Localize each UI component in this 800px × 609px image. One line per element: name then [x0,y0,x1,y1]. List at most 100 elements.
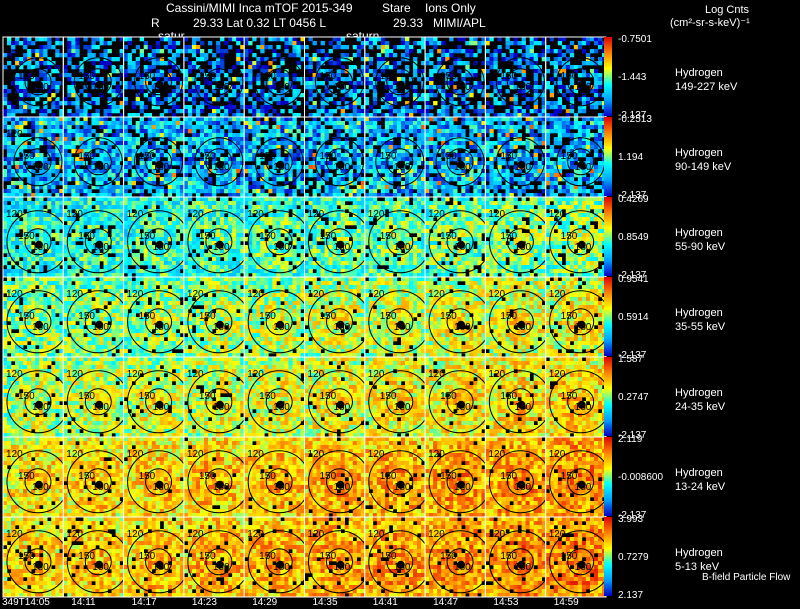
pixel-cell [31,181,36,186]
pixel-cell [252,141,257,146]
pixel-cell [103,205,108,210]
pixel-cell [256,117,261,122]
pixel-cell [59,141,64,146]
pixel-cell [557,101,563,106]
pixel-cell [43,85,48,90]
pixel-cell [232,169,237,174]
pixel-cell [292,161,297,166]
pixel-cell [11,245,16,250]
pixel-cell [183,169,189,174]
pixel-cell [316,169,321,174]
pixel-cell [87,165,92,170]
pixel-cell [276,145,281,150]
pixel-cell [51,117,56,122]
pixel-cell [405,93,410,98]
pixel-cell [296,165,301,170]
pixel-cell [585,73,591,78]
pixel-cell [111,57,116,62]
pixel-cell [19,117,24,122]
pixel-cell [409,49,414,54]
pixel-cell [525,85,530,90]
contour-label-150: 150 [78,231,95,242]
pixel-cell [55,197,60,202]
pixel-cell [473,185,478,190]
pixel-cell [320,137,325,142]
pixel-cell [59,125,64,130]
pixel-cell [115,205,120,210]
pixel-cell [433,101,438,106]
pixel-cell [533,73,538,78]
pixel-cell [509,113,514,118]
pixel-cell [43,121,48,126]
pixel-cell [195,113,201,118]
pixel-cell [264,145,269,150]
pixel-cell [553,73,559,78]
pixel-cell [425,93,430,98]
pixel-cell [187,97,193,102]
pixel-cell [159,57,165,62]
pixel-cell [123,37,128,42]
pixel-cell [340,113,345,118]
pixel-cell [260,113,265,118]
pixel-cell [561,133,567,138]
pixel-cell [380,113,386,118]
pixel-cell [489,61,494,66]
pixel-cell [517,77,522,82]
pixel-cell [545,161,551,166]
pixel-cell [256,193,261,198]
pixel-cell [208,105,213,110]
pixel-cell [79,189,84,194]
pixel-cell [183,125,189,130]
pixel-cell [71,197,76,202]
pixel-cell [55,137,60,142]
pixel-cell [372,93,378,98]
pixel-cell [545,169,551,174]
pixel-cell [276,157,281,162]
pixel-cell [31,213,36,218]
pixel-cell [175,197,181,202]
pixel-cell [429,137,434,142]
pixel-cell [143,125,149,130]
pixel-cell [175,233,181,238]
pixel-cell [63,245,68,250]
pixel-cell [95,193,100,198]
pixel-cell [244,105,249,110]
pixel-cell [296,89,301,94]
pixel-cell [497,117,502,122]
pixel-cell [529,173,534,178]
pixel-cell [252,61,257,66]
pixel-cell [115,121,120,126]
pixel-cell [457,113,462,118]
pixel-cell [103,161,108,166]
pixel-cell [308,105,313,110]
pixel-cell [51,121,56,126]
contour-inner [506,68,534,96]
pixel-cell [453,85,458,90]
pixel-cell [195,165,201,170]
pixel-cell [308,129,313,134]
pixel-cell [31,93,36,98]
pixel-cell [429,49,434,54]
pixel-cell [537,69,542,74]
pixel-cell [312,157,317,162]
colorbar [604,37,612,116]
pixel-cell [183,81,189,86]
pixel-cell [135,201,140,206]
pixel-cell [505,113,510,118]
pixel-cell [31,121,36,126]
pixel-cell [175,221,181,226]
pixel-cell [123,73,128,78]
pixel-cell [139,37,144,42]
pixel-cell [541,113,546,118]
pixel-cell [47,169,52,174]
pixel-cell [135,149,140,154]
pixel-cell [27,173,32,178]
pixel-cell [11,137,16,142]
pixel-cell [272,37,277,42]
pixel-cell [437,133,442,138]
pixel-cell [344,161,350,166]
pixel-cell [11,161,16,166]
pixel-cell [537,141,542,146]
pixel-cell [521,53,526,58]
pixel-cell [284,101,289,106]
